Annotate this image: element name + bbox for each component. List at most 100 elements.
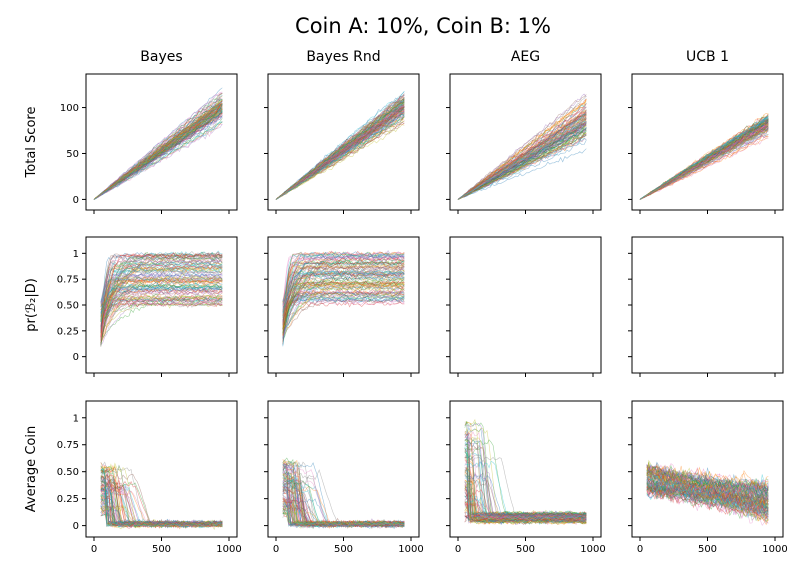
- series-line: [100, 268, 223, 330]
- series-line: [457, 109, 587, 200]
- series-line: [282, 471, 405, 529]
- series-line: [100, 486, 223, 527]
- series-line: [282, 251, 405, 311]
- series-line: [646, 485, 769, 526]
- series-line: [275, 97, 405, 200]
- series-line: [464, 502, 587, 517]
- series-line: [639, 126, 769, 200]
- y-tick-label: 0: [73, 521, 79, 532]
- series-line: [639, 127, 769, 200]
- series-line: [275, 107, 405, 200]
- series-line: [282, 473, 405, 526]
- series-line: [282, 260, 405, 336]
- series-line: [100, 512, 223, 529]
- series-line: [282, 300, 405, 310]
- series-line: [646, 467, 769, 514]
- series-line: [639, 128, 769, 200]
- series-line: [100, 295, 223, 316]
- series-line: [282, 503, 405, 526]
- series-line: [282, 268, 405, 313]
- series-line: [275, 104, 405, 200]
- series-line: [646, 483, 769, 512]
- series-line: [93, 109, 223, 200]
- series-line: [93, 104, 223, 200]
- series-line: [639, 121, 769, 200]
- series-line: [282, 475, 405, 528]
- series-line: [464, 511, 587, 524]
- series-line: [639, 125, 769, 200]
- series-line: [639, 130, 769, 200]
- series-line: [282, 253, 405, 340]
- series-line: [639, 134, 769, 200]
- series-line: [646, 486, 769, 521]
- series-line: [93, 96, 223, 200]
- series-line: [275, 107, 405, 200]
- series-line: [282, 264, 405, 326]
- plot-area: [86, 74, 237, 210]
- series-line: [100, 283, 223, 341]
- series-line: [639, 119, 769, 200]
- series-line: [639, 122, 769, 200]
- series-line: [457, 125, 587, 200]
- series-line: [457, 137, 587, 200]
- series-line: [646, 475, 769, 507]
- series-line: [275, 110, 405, 200]
- series-line: [100, 268, 223, 333]
- series-line: [646, 461, 769, 499]
- series-line: [100, 475, 223, 528]
- series-line: [275, 118, 405, 200]
- series-line: [100, 467, 223, 527]
- series-line: [457, 121, 587, 200]
- series-line: [93, 105, 223, 200]
- series-line: [457, 122, 587, 200]
- series-line: [275, 95, 405, 200]
- series-line: [646, 475, 769, 518]
- series-line: [457, 127, 587, 200]
- series-line: [93, 115, 223, 200]
- series-line: [646, 476, 769, 521]
- series-line: [282, 472, 405, 527]
- series-line: [100, 254, 223, 323]
- series-line: [639, 113, 769, 200]
- y-tick-label: 50: [66, 149, 79, 160]
- series-line: [646, 485, 769, 502]
- series-group: [275, 91, 405, 200]
- series-line: [457, 134, 587, 200]
- series-line: [100, 469, 223, 526]
- series-group: [282, 249, 405, 347]
- series-line: [282, 504, 405, 529]
- series-line: [100, 275, 223, 334]
- series-line: [639, 121, 769, 200]
- series-line: [282, 462, 405, 527]
- series-line: [93, 121, 223, 200]
- series-line: [464, 489, 587, 518]
- series-line: [275, 112, 405, 200]
- series-line: [464, 484, 587, 517]
- series-line: [639, 117, 769, 200]
- series-line: [464, 498, 587, 519]
- series-line: [275, 100, 405, 200]
- series-line: [282, 482, 405, 528]
- series-line: [464, 466, 587, 523]
- panel-r1-c2: [446, 236, 602, 377]
- series-line: [100, 284, 223, 327]
- series-line: [282, 470, 405, 527]
- series-line: [100, 488, 223, 526]
- series-line: [646, 482, 769, 517]
- series-line: [639, 125, 769, 200]
- series-line: [464, 446, 587, 520]
- series-line: [639, 128, 769, 200]
- series-line: [282, 271, 405, 339]
- series-line: [100, 280, 223, 327]
- series-line: [93, 103, 223, 200]
- series-line: [639, 122, 769, 200]
- series-line: [100, 251, 223, 346]
- series-line: [282, 283, 405, 309]
- y-tick-label: 0: [73, 352, 79, 363]
- series-line: [646, 473, 769, 500]
- series-line: [275, 105, 405, 200]
- series-line: [275, 106, 405, 200]
- series-line: [646, 481, 769, 514]
- series-line: [639, 119, 769, 200]
